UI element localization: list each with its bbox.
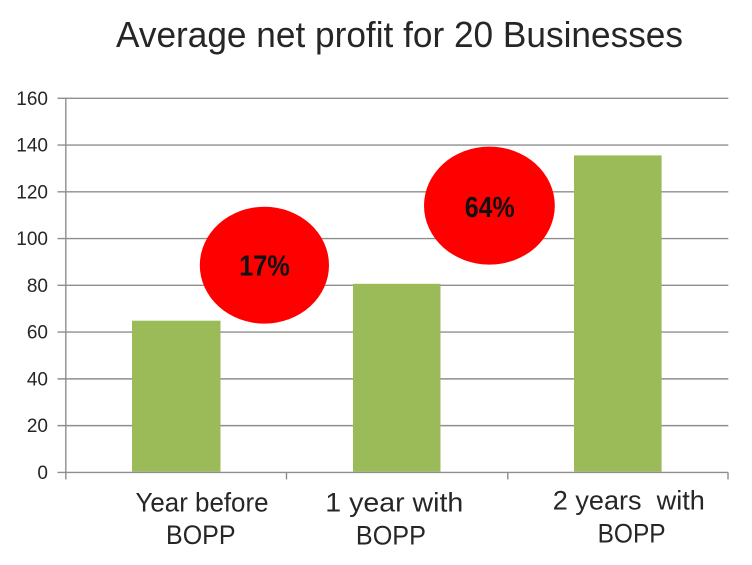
- svg-text:60: 60: [27, 323, 48, 344]
- svg-text:20: 20: [27, 416, 48, 437]
- svg-text:BOPP: BOPP: [598, 519, 666, 549]
- svg-text:100: 100: [16, 229, 48, 250]
- svg-text:40: 40: [27, 369, 48, 390]
- svg-text:Average net profit for 20 Busi: Average net profit for 20 Businesses: [116, 14, 683, 55]
- svg-text:2 years with: 2 years with: [553, 486, 705, 516]
- svg-text:17%: 17%: [239, 251, 290, 283]
- svg-text:BOPP: BOPP: [356, 521, 426, 551]
- svg-text:160: 160: [16, 89, 48, 110]
- svg-text:80: 80: [27, 276, 48, 297]
- svg-text:Year before: Year before: [136, 488, 269, 518]
- svg-text:0: 0: [37, 463, 48, 484]
- svg-text:64%: 64%: [465, 192, 515, 224]
- svg-text:140: 140: [16, 136, 48, 157]
- svg-text:120: 120: [16, 182, 48, 203]
- svg-text:BOPP: BOPP: [166, 520, 236, 550]
- svg-text:1 year with: 1 year with: [325, 488, 463, 518]
